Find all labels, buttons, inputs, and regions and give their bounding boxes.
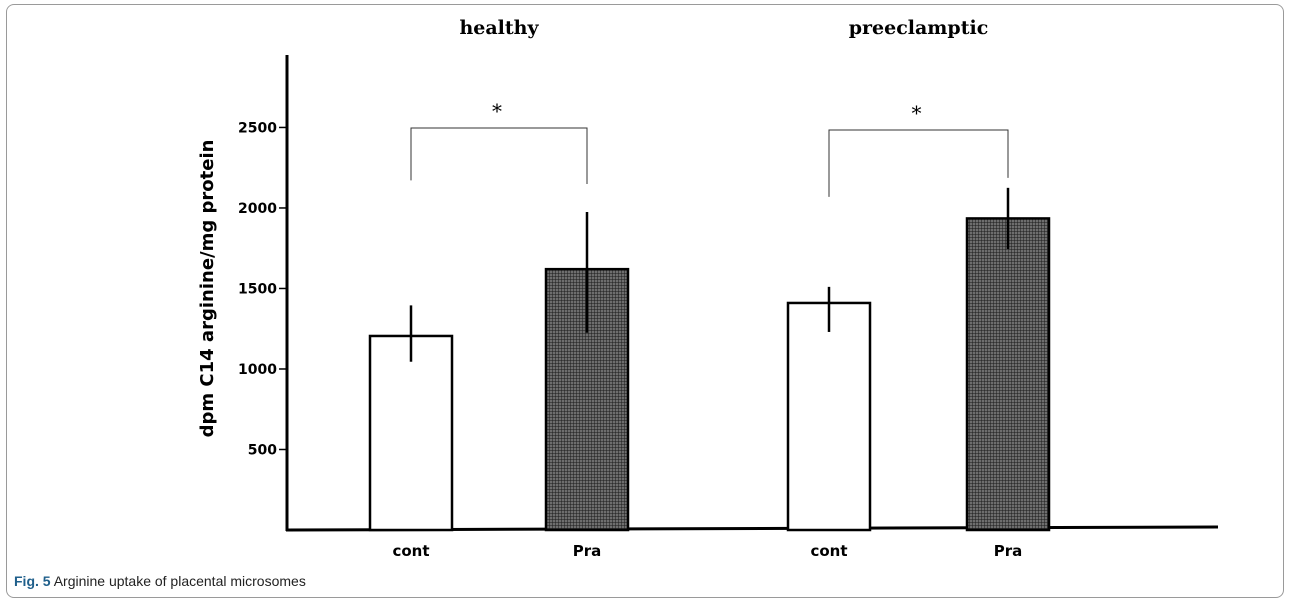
bars: healthy cont Pra * preeclamptic cont Pra *	[368, 17, 1051, 560]
category-label: Pra	[994, 542, 1023, 560]
figure-caption: Fig. 5 Arginine uptake of placental micr…	[14, 573, 306, 589]
y-axis-ticks: 500 1000 1500 2000 2500	[238, 120, 287, 458]
y-tick-label: 2000	[238, 201, 277, 217]
bar-chart: 500 1000 1500 2000 2500 dpm C14 arginine/mg …	[197, 17, 1219, 560]
significance-bracket	[410, 127, 588, 184]
figure-label: Fig. 5	[14, 573, 51, 589]
y-tick-label: 500	[248, 442, 277, 458]
y-tick-label: 1500	[238, 281, 277, 297]
figure-caption-text: Arginine uptake of placental microsomes	[53, 573, 306, 589]
y-tick-label: 2500	[238, 120, 277, 136]
group-title: healthy	[459, 17, 539, 39]
group-preeclamptic: preeclamptic cont Pra *	[786, 17, 1051, 560]
significance-star: *	[912, 101, 922, 125]
group-title: preeclamptic	[849, 17, 989, 39]
category-label: cont	[810, 542, 847, 560]
significance-bracket	[828, 129, 1009, 197]
y-tick-label: 1000	[238, 362, 277, 378]
category-label: Pra	[573, 542, 602, 560]
category-label: cont	[392, 542, 429, 560]
bar-cont	[368, 334, 454, 532]
significance-star: *	[492, 99, 502, 123]
figure-frame	[6, 4, 1284, 598]
y-axis-title: dpm C14 arginine/mg protein	[197, 140, 218, 438]
group-healthy: healthy cont Pra *	[368, 17, 630, 560]
bar-cont	[786, 301, 872, 532]
bar-pra	[965, 217, 1051, 532]
